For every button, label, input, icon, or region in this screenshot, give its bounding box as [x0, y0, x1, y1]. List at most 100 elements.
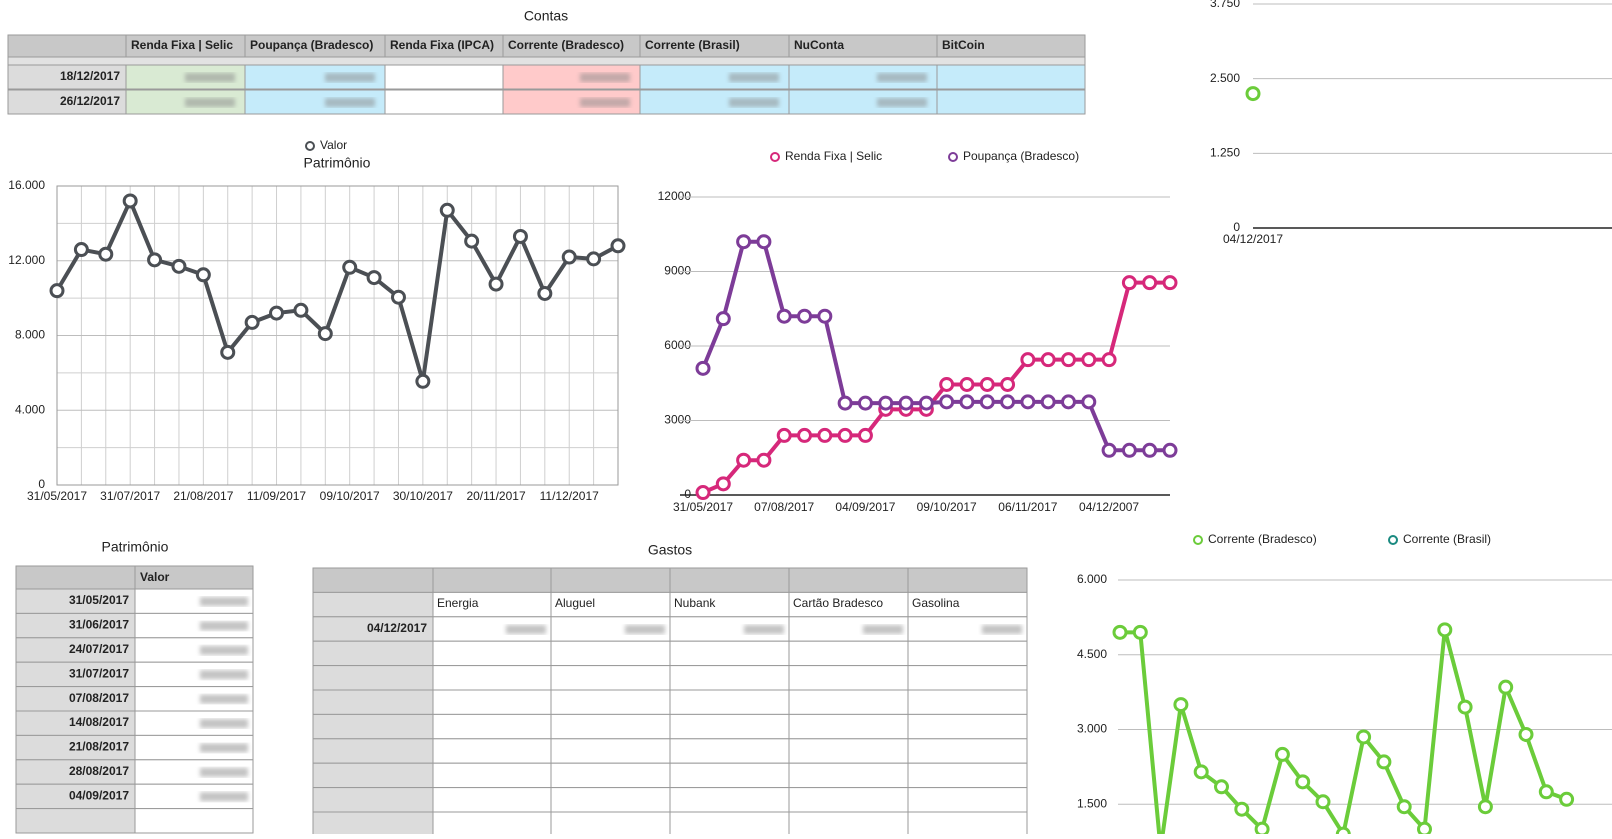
blurred-value [200, 719, 248, 728]
table-title: Gastos [648, 542, 692, 558]
data-point [939, 376, 955, 392]
blurred-value [325, 98, 375, 107]
cell [669, 811, 790, 837]
cell [312, 591, 434, 618]
cell [312, 738, 434, 764]
x-tick-label: 06/11/2017 [998, 500, 1057, 514]
series-line [701, 239, 1170, 453]
cell [550, 713, 671, 740]
cell [432, 787, 552, 813]
data-point [1173, 697, 1189, 713]
plot-frame [56, 185, 619, 486]
cell [312, 567, 434, 593]
cell [15, 588, 136, 614]
column-header: Renda Fixa | Selic [131, 38, 233, 52]
data-point [736, 452, 752, 468]
column-header: Cartão Bradesco [793, 596, 883, 610]
data-point [73, 242, 89, 258]
y-tick-label: 6.000 [1077, 572, 1107, 586]
column-header: Corrente (Bradesco) [508, 38, 624, 52]
data-point [512, 228, 528, 244]
data-point [1477, 799, 1493, 815]
blurred-value [325, 73, 375, 82]
cell [7, 56, 1086, 66]
cell [134, 759, 254, 785]
blurred-value [200, 767, 248, 777]
data-point [1121, 275, 1137, 291]
data-point [49, 283, 65, 299]
cell [907, 665, 1028, 691]
data-point [1000, 394, 1016, 410]
x-tick-label: 21/08/2017 [173, 489, 233, 503]
cell [907, 640, 1028, 667]
data-point [610, 238, 626, 254]
blurred-value [580, 73, 630, 82]
cell [550, 787, 671, 813]
data-point [488, 276, 504, 292]
cell [788, 689, 909, 715]
cell [312, 665, 434, 691]
data-point [1162, 275, 1178, 291]
data-point [959, 394, 975, 410]
cell [550, 665, 671, 691]
blurred-value [863, 625, 903, 634]
column-header: BitCoin [942, 38, 985, 52]
x-tick-label: 04/09/2017 [835, 500, 895, 514]
legend-label: Corrente (Brasil) [1403, 532, 1491, 546]
column-header: Valor [140, 570, 170, 584]
y-tick-label: 16.000 [8, 178, 45, 192]
data-point [537, 285, 553, 301]
data-point [1315, 794, 1331, 810]
data-point [837, 427, 853, 443]
cell [788, 713, 909, 740]
data-point [1081, 352, 1097, 368]
cell [788, 665, 909, 691]
data-point [1245, 86, 1261, 102]
row-label: 21/08/2017 [69, 740, 129, 754]
row-label: 31/07/2017 [69, 666, 129, 680]
cell [432, 689, 552, 715]
x-tick-label: 11/12/2017 [540, 489, 599, 503]
cell [907, 787, 1028, 813]
data-point [1060, 394, 1076, 410]
data-point [415, 373, 431, 389]
data-point [878, 395, 894, 411]
data-point [857, 395, 873, 411]
cell [432, 762, 552, 789]
row-label: 24/07/2017 [69, 642, 129, 656]
series-line [1120, 627, 1568, 839]
cell [312, 713, 434, 740]
cell [432, 665, 552, 691]
cell [134, 808, 254, 834]
cell [788, 762, 909, 789]
data-point [269, 305, 285, 321]
cell [550, 567, 671, 593]
cell [15, 686, 136, 712]
data-point [1437, 622, 1453, 638]
legend-label: Corrente (Bradesco) [1208, 532, 1317, 546]
cell [907, 762, 1028, 789]
data-point [464, 233, 480, 249]
data-point [1132, 624, 1148, 640]
data-point [837, 395, 853, 411]
blurred-value [200, 621, 248, 631]
cell [936, 89, 1086, 115]
cell [550, 738, 671, 764]
data-point [817, 308, 833, 324]
cell [384, 89, 504, 115]
cell [907, 811, 1028, 837]
cell [550, 689, 671, 715]
data-point [122, 193, 138, 209]
data-point [857, 427, 873, 443]
data-point [1538, 784, 1554, 800]
data-point [715, 311, 731, 327]
cell [432, 640, 552, 667]
cell [432, 567, 552, 593]
row-label: 31/06/2017 [69, 618, 129, 632]
blurred-value [580, 98, 630, 107]
cell [669, 689, 790, 715]
data-point [1498, 679, 1514, 695]
x-tick-label: 07/08/2017 [754, 500, 814, 514]
legend-label: Renda Fixa | Selic [785, 149, 882, 163]
